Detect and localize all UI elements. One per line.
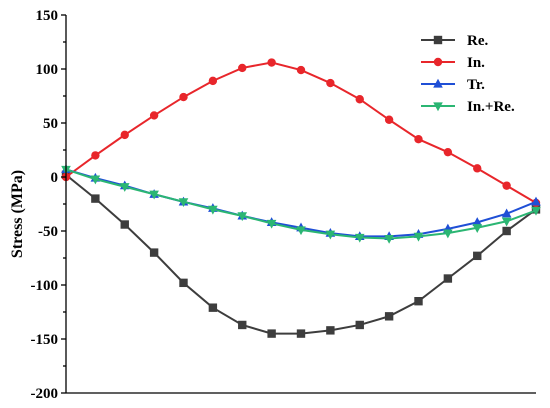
data-point [208,205,218,215]
data-point [355,320,364,330]
y-tick-label: -50 [38,224,58,240]
data-point [296,65,306,75]
legend-marker [433,102,443,112]
legend-label: In.+Re. [467,99,515,115]
data-point [296,329,306,338]
legend-entry: In. [421,55,485,71]
y-tick-label: 150 [36,8,59,24]
data-point [326,78,335,88]
legend-marker [433,57,443,67]
data-point [502,226,511,236]
y-tick-label: 50 [43,116,58,132]
data-point [267,58,276,67]
data-point [384,115,394,124]
data-point [443,229,453,239]
data-point [501,217,512,227]
data-point [414,135,423,144]
data-point [473,164,482,173]
legend: Re. In. Tr. In.+Re. [421,33,515,115]
data-point [502,181,511,190]
series-line-2 [65,61,537,204]
y-tick-label: -150 [31,332,59,348]
data-point [149,111,159,120]
series-markers-2 [61,58,541,208]
legend-label: Re. [467,33,488,49]
data-point [443,147,453,157]
data-point [178,198,189,208]
y-tick-label: -200 [31,386,59,402]
data-point [326,326,335,335]
data-point [179,278,188,288]
data-point [325,230,336,240]
legend-entry: In.+Re. [421,99,515,115]
data-point [531,196,541,206]
plot-area [61,58,541,338]
data-point [91,151,100,160]
data-point [531,206,541,216]
axes: 150 100 50 0 -50 -100 -150 -200 Stress (MPa) [9,8,536,402]
legend-label: In. [467,55,485,71]
data-point [208,76,218,86]
legend-entry: Tr. [421,77,485,93]
data-point [120,130,129,140]
series-markers-4 [61,165,541,244]
data-point [149,248,159,257]
data-point [296,226,306,236]
data-point [384,234,394,244]
data-point [149,190,159,200]
data-point [91,194,100,203]
y-tick-label: 100 [36,62,59,78]
data-point [472,224,483,233]
data-point [90,175,101,185]
data-point [179,92,188,102]
data-point [414,297,423,306]
legend-entry: Re. [421,33,488,49]
data-point [501,208,512,218]
legend-label: Tr. [467,77,485,93]
data-point [266,219,277,229]
data-point [120,220,129,229]
data-point [238,320,247,330]
y-tick-label: 0 [51,170,59,186]
data-point [354,233,365,243]
data-point [237,212,248,222]
data-point [384,312,394,321]
data-point [119,183,130,192]
data-point [208,303,218,312]
data-point [355,95,364,104]
legend-marker [433,35,443,45]
y-axis-title: Stress (MPa) [9,170,26,258]
data-point [443,274,453,283]
y-tick-label: -100 [31,278,59,294]
data-point [413,232,424,242]
data-point [473,251,482,261]
series-line-1 [65,174,537,335]
data-point [238,63,247,73]
data-point [267,329,276,338]
series-markers-1 [61,170,541,338]
legend-marker [433,78,443,88]
data-point [472,217,483,226]
